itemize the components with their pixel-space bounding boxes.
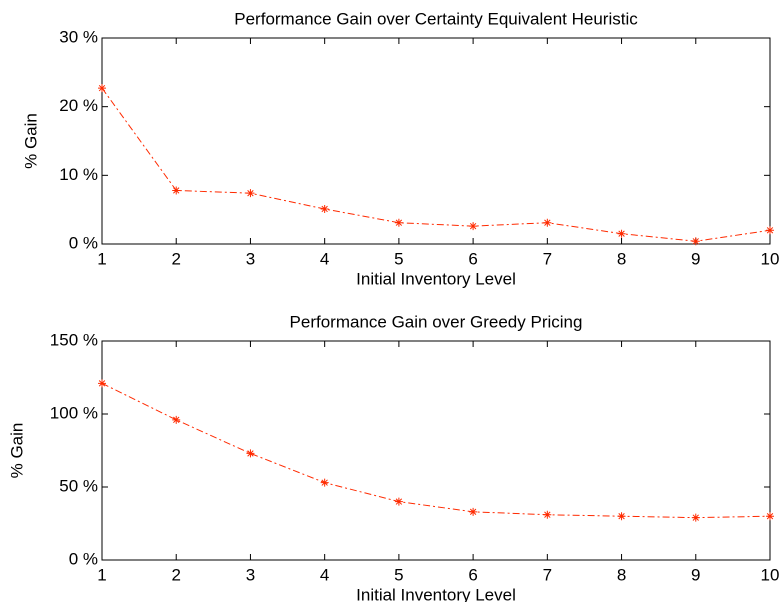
y-tick-label: 100 % [50, 403, 98, 422]
x-tick-label: 4 [320, 249, 329, 268]
x-axis-label: Initial Inventory Level [356, 269, 516, 288]
data-point [246, 189, 255, 198]
x-tick-label: 3 [246, 249, 255, 268]
x-tick-label: 8 [617, 249, 626, 268]
x-tick-label: 2 [171, 249, 180, 268]
data-line [101, 87, 771, 242]
x-tick-label: 2 [171, 565, 180, 584]
x-tick-label: 1 [97, 249, 106, 268]
data-point [766, 512, 774, 521]
data-point [320, 204, 329, 213]
data-point [617, 229, 626, 238]
chart-title: Performance Gain over Greedy Pricing [290, 312, 583, 331]
x-tick-label: 6 [468, 565, 477, 584]
x-tick-label: 9 [691, 249, 700, 268]
data-point [543, 218, 552, 227]
x-tick-label: 5 [394, 249, 403, 268]
axes-box [101, 37, 771, 245]
x-tick-label: 7 [543, 565, 552, 584]
data-point [617, 512, 626, 521]
x-tick-label: 10 [761, 565, 780, 584]
x-tick-label: 7 [543, 249, 552, 268]
data-point [320, 478, 329, 487]
data-point [394, 497, 403, 506]
data-line [101, 382, 771, 519]
x-tick-label: 8 [617, 565, 626, 584]
data-point [98, 379, 106, 388]
y-tick-label: 0 % [69, 549, 98, 568]
x-tick-label: 9 [691, 565, 700, 584]
data-point [691, 513, 700, 522]
y-axis-label: % Gain [7, 423, 26, 479]
x-tick-label: 6 [468, 249, 477, 268]
y-tick-label: 50 % [59, 476, 98, 495]
data-point [246, 449, 255, 458]
x-tick-label: 5 [394, 565, 403, 584]
x-tick-label: 10 [761, 249, 780, 268]
x-tick-label: 3 [246, 565, 255, 584]
axes-box [101, 340, 771, 561]
x-axis-label: Initial Inventory Level [356, 585, 516, 602]
data-point [172, 415, 181, 424]
y-tick-label: 0 % [69, 233, 98, 252]
data-point [172, 186, 181, 195]
data-point [394, 218, 403, 227]
data-point [691, 237, 700, 246]
data-point [98, 84, 106, 93]
y-tick-label: 20 % [59, 96, 98, 115]
data-point [543, 510, 552, 519]
x-tick-label: 1 [97, 565, 106, 584]
y-axis-label: % Gain [21, 113, 40, 169]
data-point [766, 226, 774, 235]
chart-title: Performance Gain over Certainty Equivale… [234, 9, 638, 28]
x-tick-label: 4 [320, 565, 329, 584]
data-point [469, 222, 478, 231]
data-point [469, 507, 478, 516]
y-tick-label: 150 % [50, 330, 98, 349]
y-tick-label: 10 % [59, 165, 98, 184]
y-tick-label: 30 % [59, 27, 98, 46]
